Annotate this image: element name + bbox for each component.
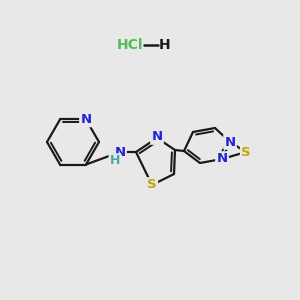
Text: N: N [224,136,236,148]
Text: N: N [114,146,126,158]
Text: HCl: HCl [117,38,143,52]
Text: H: H [159,38,171,52]
Text: N: N [152,130,163,143]
Text: H: H [110,154,120,167]
Text: N: N [216,152,228,166]
Text: S: S [241,146,251,158]
Text: S: S [147,178,157,191]
Text: N: N [80,113,92,126]
